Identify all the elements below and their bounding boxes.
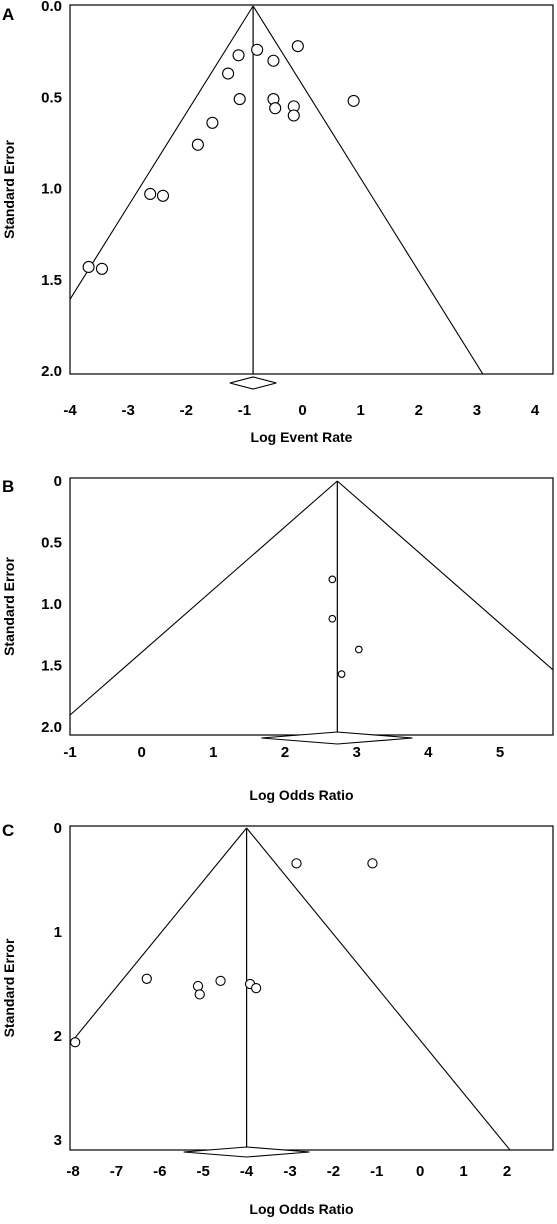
plot-area [70, 827, 511, 1150]
summary-diamond [183, 1146, 310, 1158]
study-point-15 [156, 189, 170, 202]
study-point-3 [232, 49, 245, 62]
summary-diamond [229, 376, 277, 390]
y-axis-title: Standard Error [1, 938, 17, 1037]
panel-label: C [2, 821, 14, 840]
plot-area [70, 5, 484, 374]
study-point-9 [70, 1037, 81, 1048]
plot-area [70, 480, 553, 735]
panel-a: 0.0 0.5 1.0 1.5 2.0 -4 -3 -2 -1 0 1 2 3 4 Log Event Ra… [1, 0, 554, 445]
x-tick-label: -2 [327, 1163, 340, 1180]
study-point-16 [82, 260, 95, 274]
study-point-4 [267, 54, 280, 67]
x-tick-label: -5 [197, 1163, 210, 1180]
funnel-right-line [252, 5, 484, 374]
x-tick-label: -1 [370, 1163, 383, 1180]
study-point-8 [269, 102, 282, 115]
funnel-left-line [70, 480, 338, 716]
x-tick-label: 4 [424, 744, 433, 761]
study-point-3 [141, 973, 152, 984]
x-axis-title: Log Odds Ratio [249, 1201, 353, 1217]
summary-diamond [261, 731, 413, 745]
study-point-6 [233, 93, 246, 106]
study-point-3 [354, 645, 363, 654]
x-tick-label: 2 [503, 1163, 511, 1180]
x-tick-label: 1 [356, 402, 364, 419]
study-point-14 [144, 187, 157, 201]
x-tick-label: -6 [153, 1163, 166, 1180]
y-tick-label: 1.5 [41, 658, 62, 675]
y-tick-label: 1.0 [41, 596, 62, 613]
study-point-4 [192, 980, 204, 992]
panel-b: 0 0.5 1.0 1.5 2.0-1 0 1 2 3 4 5 Log Odds Ratio Stand… [1, 473, 554, 803]
x-tick-label: 0 [416, 1163, 424, 1180]
x-tick-label: 2 [415, 402, 423, 419]
study-point-1 [328, 575, 337, 584]
y-tick-label: 1 [54, 924, 62, 941]
study-point-1 [291, 40, 304, 53]
study-point-13 [191, 138, 204, 151]
x-tick-label: -1 [63, 744, 76, 761]
panel-c: 0 1 2 3-8 -7 -6 -5 -4 -3 -2 -1 0 1 2 Log Odds Ratio Sta… [1, 820, 554, 1217]
y-tick-label: 2.0 [41, 363, 62, 380]
study-point-5 [222, 67, 235, 80]
x-tick-label: -4 [63, 402, 77, 419]
x-tick-label: 0 [137, 744, 145, 761]
x-tick-label: -3 [283, 1163, 296, 1180]
x-tick-label: -3 [121, 402, 134, 419]
x-tick-label: 3 [473, 402, 481, 419]
x-tick-label: 3 [352, 744, 360, 761]
y-tick-label: 3 [54, 1132, 62, 1149]
study-point-11 [347, 94, 360, 107]
study-point-10 [287, 109, 300, 122]
x-tick-label: 5 [496, 744, 504, 761]
y-axis-title: Standard Error [1, 140, 17, 239]
x-axis-title: Log Event Rate [251, 429, 353, 445]
y-tick-label: 2 [54, 1028, 62, 1045]
study-point-1 [291, 858, 302, 869]
plot-frame [69, 825, 554, 1151]
y-tick-label: 1.5 [41, 272, 62, 289]
x-axis-title: Log Odds Ratio [249, 787, 353, 803]
x-tick-label: -2 [180, 402, 193, 419]
y-tick-label: 1.0 [41, 181, 62, 198]
panel-label: A [2, 5, 14, 24]
study-point-2 [251, 43, 264, 56]
funnel-left-line [70, 5, 254, 301]
study-point-2 [367, 858, 378, 869]
y-tick-label: 0.5 [41, 89, 62, 106]
panel-label: B [2, 477, 14, 496]
funnel-right-line [246, 827, 511, 1150]
x-tick-label: 1 [459, 1163, 467, 1180]
x-tick-label: 0 [298, 402, 306, 419]
x-tick-label: 4 [531, 402, 540, 419]
y-tick-label: 0.0 [41, 0, 62, 15]
funnel-right-line [336, 480, 553, 671]
y-axis-title: Standard Error [1, 557, 17, 656]
x-tick-label: -7 [110, 1163, 123, 1180]
study-point-4 [337, 670, 346, 678]
y-tick-label: 0 [54, 820, 62, 837]
study-point-8 [250, 983, 262, 994]
x-tick-label: -1 [238, 402, 251, 419]
study-point-2 [328, 614, 337, 623]
study-point-6 [215, 975, 226, 987]
plot-frame [69, 4, 554, 375]
x-tick-label: -8 [66, 1163, 79, 1180]
y-tick-label: 0 [54, 473, 62, 490]
study-point-12 [206, 116, 219, 129]
x-tick-label: -4 [240, 1163, 254, 1180]
study-point-17 [95, 262, 109, 275]
y-tick-label: 2.0 [41, 719, 62, 736]
funnel-left-line [70, 827, 248, 1045]
y-tick-label: 0.5 [41, 535, 62, 552]
x-tick-label: 2 [281, 744, 289, 761]
x-tick-label: 1 [209, 744, 217, 761]
study-point-5 [194, 989, 205, 1000]
